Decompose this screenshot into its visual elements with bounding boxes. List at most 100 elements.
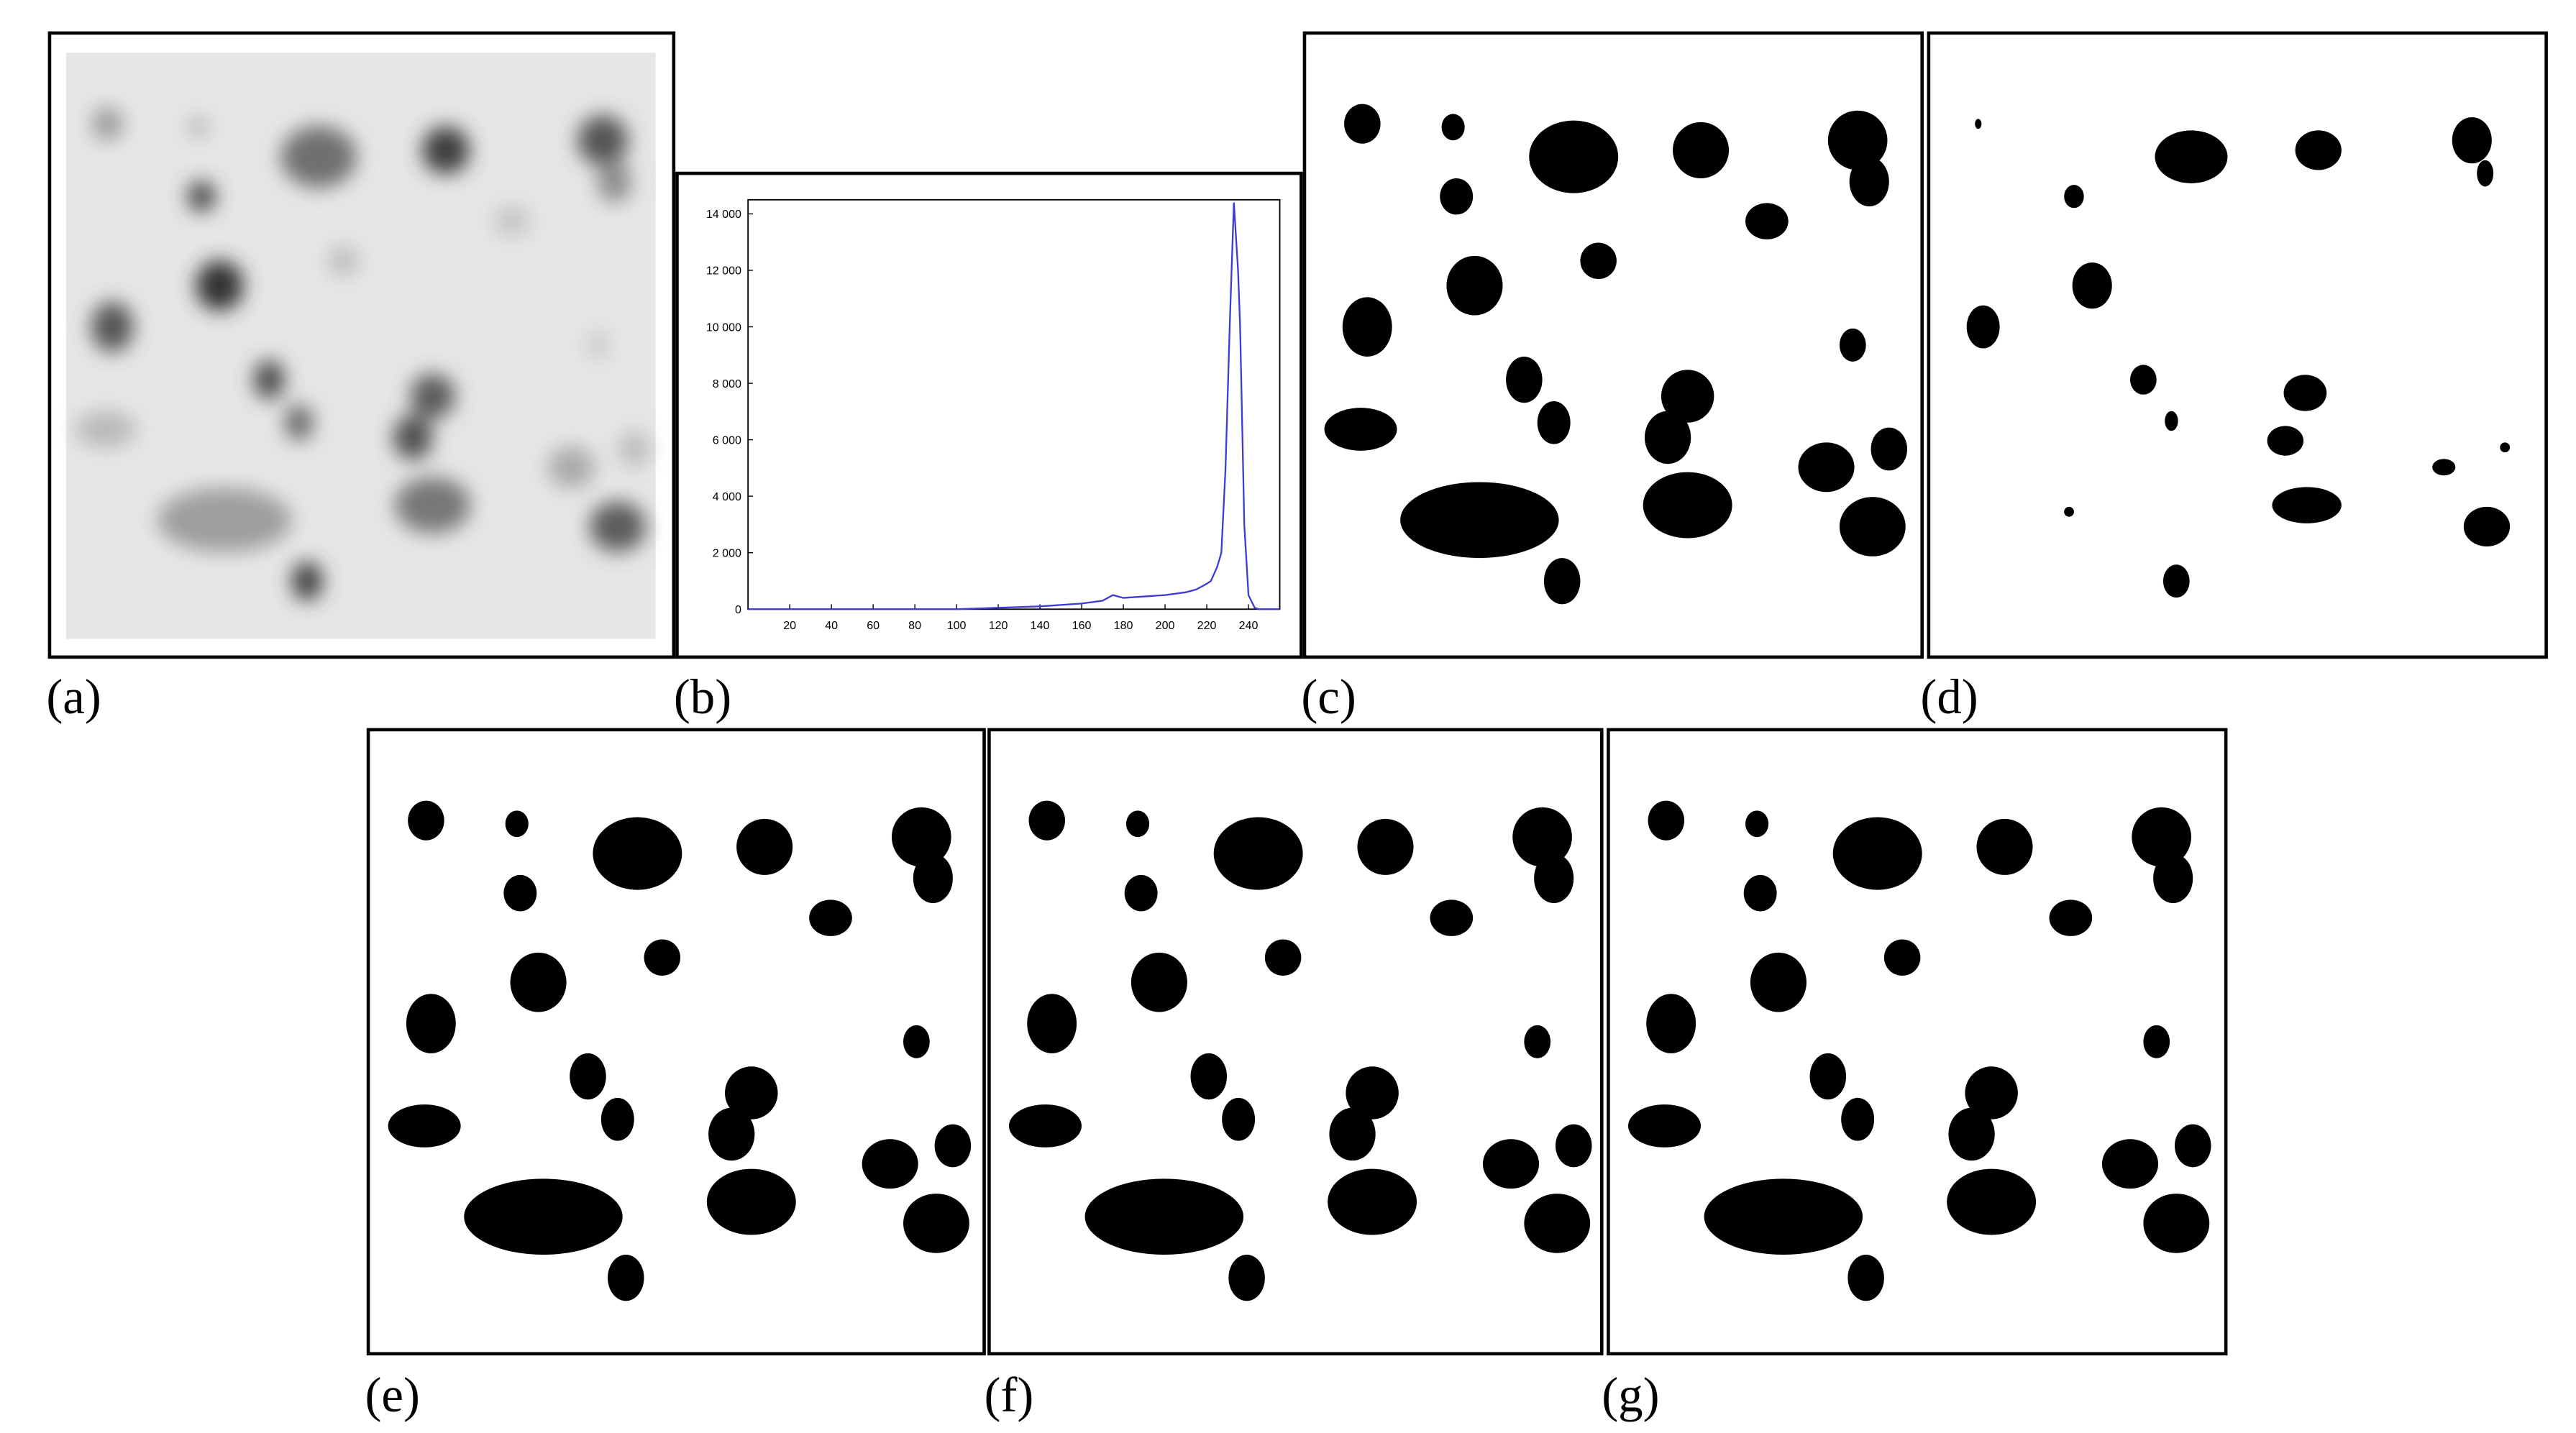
- blob: [1827, 110, 1888, 170]
- blob: [2283, 375, 2327, 411]
- x-tick-label: 220: [1197, 619, 1217, 632]
- y-tick-label: 0: [735, 603, 741, 616]
- gray-blob: [75, 411, 137, 448]
- y-tick-label: 4 000: [713, 490, 741, 503]
- blob: [1555, 1124, 1592, 1168]
- blob: [2174, 1124, 2211, 1168]
- histogram-line: [748, 202, 1280, 610]
- gray-blob: [280, 126, 357, 188]
- blob: [2143, 1025, 2170, 1058]
- x-tick-label: 160: [1072, 619, 1092, 632]
- blob: [1643, 472, 1732, 539]
- gray-blob: [547, 446, 595, 489]
- blob: [934, 1124, 972, 1168]
- x-tick-label: 120: [989, 619, 1008, 632]
- blob: [1947, 1168, 2037, 1235]
- blob: [1883, 939, 1921, 976]
- gray-blob: [196, 260, 244, 311]
- blob: [505, 810, 529, 838]
- gray-blob: [421, 126, 470, 175]
- blob: [408, 800, 444, 841]
- blob: [2432, 459, 2456, 476]
- blob: [2130, 365, 2157, 395]
- blob: [570, 1053, 606, 1100]
- blob: [1809, 1053, 1847, 1100]
- x-tick-label: 240: [1239, 619, 1259, 632]
- blob: [1342, 297, 1392, 357]
- blob: [406, 994, 456, 1053]
- x-tick-label: 60: [867, 619, 880, 632]
- x-tick-label: 80: [908, 619, 921, 632]
- blob: [1704, 1178, 1863, 1255]
- blob: [2064, 506, 2074, 517]
- blob: [2162, 564, 2190, 598]
- x-tick-label: 180: [1114, 619, 1133, 632]
- blob: [1580, 242, 1617, 280]
- blob: [1329, 1107, 1376, 1161]
- histogram: 0 2 000 4 000 6 000 8 000 10 000 12 000 14 000 2…: [706, 202, 1280, 632]
- blob: [1644, 411, 1691, 464]
- blob: [1124, 874, 1158, 912]
- blob: [608, 1255, 644, 1301]
- blob: [736, 818, 793, 875]
- blob: [1832, 817, 1922, 890]
- blob: [1529, 120, 1619, 193]
- blob: [1084, 1178, 1244, 1255]
- panel-label: (c): [1301, 669, 1356, 724]
- panel-frame: [1927, 31, 2548, 659]
- grayscale-image: [65, 52, 656, 639]
- y-tick-label: 10 000: [706, 321, 741, 334]
- blob: [2155, 130, 2228, 183]
- gray-blob: [253, 360, 285, 400]
- blob: [1344, 104, 1381, 144]
- gray-blob: [187, 180, 216, 212]
- panel-frame: [987, 728, 1604, 1356]
- y-tick-label: 12 000: [706, 265, 741, 278]
- gray-blob: [393, 415, 433, 460]
- blob: [1328, 1168, 1417, 1235]
- x-tick-label: 200: [1156, 619, 1175, 632]
- panel-label: (d): [1920, 669, 1978, 724]
- y-tick-label: 8 000: [713, 377, 741, 390]
- blob: [706, 1168, 796, 1235]
- panel-frame: [1302, 31, 1924, 659]
- blob: [1743, 874, 1777, 912]
- blob: [2272, 487, 2342, 523]
- blob: [2072, 262, 2112, 309]
- panel-frame: [675, 171, 1303, 659]
- x-tick-label: 100: [947, 619, 967, 632]
- blob: [1131, 952, 1187, 1012]
- blob: [464, 1178, 623, 1255]
- blob: [2153, 853, 2193, 903]
- blob: [2064, 185, 2084, 209]
- blob: [1346, 1066, 1399, 1120]
- blob: [644, 939, 681, 976]
- blob: [862, 1139, 918, 1189]
- gray-blob: [91, 106, 123, 141]
- panel-label: (f): [985, 1368, 1034, 1422]
- gray-blob: [394, 477, 471, 534]
- blob: [1228, 1255, 1265, 1301]
- blob: [1482, 1139, 1540, 1189]
- blob: [725, 1066, 778, 1120]
- blob: [2477, 160, 2494, 187]
- gray-blob: [328, 245, 360, 277]
- blob: [903, 1025, 930, 1058]
- blob: [2500, 442, 2511, 453]
- blob: [1213, 817, 1303, 890]
- gray-blob: [157, 487, 293, 553]
- blob: [891, 807, 951, 867]
- blob: [1966, 305, 2000, 349]
- blob: [1839, 497, 1906, 557]
- blob: [1975, 119, 1982, 129]
- panel-frame: [366, 728, 986, 1356]
- gray-blob: [618, 431, 650, 467]
- gray-blob: [577, 115, 629, 166]
- plot-area: [747, 198, 1281, 610]
- blob: [2295, 130, 2342, 170]
- blob: [1324, 408, 1397, 451]
- blob: [1750, 952, 1807, 1012]
- blob: [2452, 117, 2492, 164]
- gray-blobs: [75, 106, 650, 601]
